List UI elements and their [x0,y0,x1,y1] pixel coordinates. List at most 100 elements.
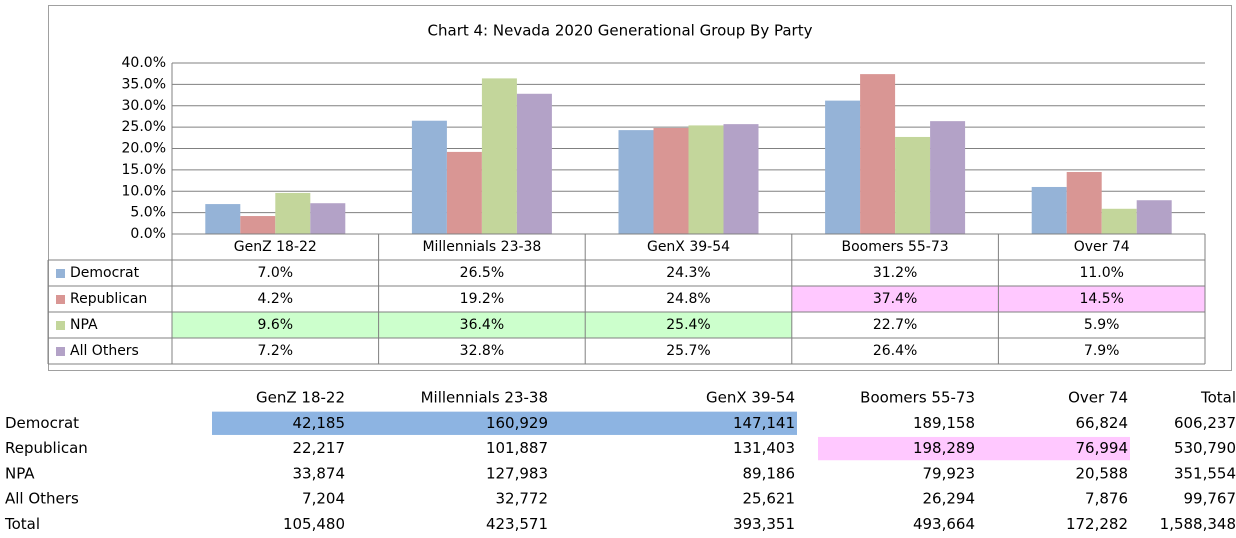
cell: 351,554 [1174,464,1236,482]
cell: 160,929 [486,414,548,432]
y-tick-label: 5.0% [130,205,166,221]
y-tick-label: 35.0% [122,76,166,92]
cell: 606,237 [1174,414,1236,432]
data-label: 37.4% [873,291,917,307]
data-label: 25.4% [666,317,710,333]
data-label: 5.9% [1084,317,1120,333]
x-tick-label: Millennials 23-38 [422,239,541,255]
cell: 189,158 [913,414,975,432]
bar [516,93,552,234]
cell: 20,588 [1076,464,1129,482]
cell: 172,282 [1066,515,1128,533]
cell: 22,217 [293,439,346,457]
cell: 7,204 [302,490,345,508]
column-header: Over 74 [1068,389,1128,407]
y-tick-label: 30.0% [122,98,166,114]
bar [481,78,517,234]
y-tick-label: 25.0% [122,119,166,135]
data-label: 24.3% [666,265,710,281]
cell: 26,294 [923,490,976,508]
cell: 131,403 [733,439,795,457]
cell-highlight [553,411,797,435]
data-label: 25.7% [666,343,710,359]
bar [205,204,241,234]
bar [860,74,896,235]
bar [825,100,861,235]
bar [618,130,654,234]
cell: 89,186 [743,464,796,482]
y-tick-label: 20.0% [122,141,166,157]
bar [723,124,759,234]
cell: 393,351 [733,515,795,533]
y-tick-label: 40.0% [122,55,166,71]
bar [411,120,447,234]
bar [688,125,724,234]
x-tick-label: GenZ 18-22 [234,239,317,255]
row-label: Democrat [5,414,79,432]
bar [653,127,689,234]
data-label: 7.9% [1084,343,1120,359]
data-label: 7.0% [258,265,294,281]
legend-label: All Others [70,343,139,359]
cell: 493,664 [913,515,975,533]
cell-highlight [978,436,1130,461]
cell: 198,289 [913,439,975,457]
cell: 66,824 [1076,414,1129,432]
legend-label: NPA [70,317,98,333]
cell-highlight [818,436,978,461]
legend-swatch [56,269,65,278]
data-label: 11.0% [1079,265,1123,281]
data-label: 9.6% [258,317,294,333]
data-label: 19.2% [460,291,504,307]
y-tick-label: 15.0% [122,162,166,178]
data-label: 26.4% [873,343,917,359]
data-label: 24.8% [666,291,710,307]
cell: 105,480 [283,515,345,533]
cell-highlight [350,411,553,435]
row-label: NPA [5,464,35,482]
cell-highlight [998,286,1205,312]
cell: 33,874 [293,464,346,482]
legend-label: Democrat [70,265,140,281]
cell: 7,876 [1085,490,1128,508]
data-label: 26.5% [460,265,504,281]
bar [275,192,311,234]
cell-highlight [172,312,379,338]
data-label: 4.2% [258,291,294,307]
column-header: Boomers 55-73 [860,389,975,407]
column-header: Total [1200,389,1236,407]
cell: 530,790 [1174,439,1236,457]
cell: 423,571 [486,515,548,533]
cell-highlight [585,312,792,338]
x-tick-label: Over 74 [1074,239,1130,255]
x-tick-label: Boomers 55-73 [842,239,949,255]
cell-highlight [378,312,586,338]
bar [240,216,276,234]
cell: 147,141 [733,414,795,432]
legend-swatch [56,295,65,304]
data-label: 31.2% [873,265,917,281]
bar [446,151,482,234]
y-tick-label: 10.0% [122,183,166,199]
data-label: 32.8% [460,343,504,359]
cell: 79,923 [923,464,976,482]
bar [1066,172,1102,234]
cell-highlight [212,411,350,435]
bar [930,121,966,234]
data-label: 7.2% [258,343,294,359]
column-header: GenX 39-54 [706,389,795,407]
row-label: Republican [5,439,88,457]
column-header: GenZ 18-22 [256,389,345,407]
row-label: Total [4,515,40,533]
chart-title: Chart 4: Nevada 2020 Generational Group … [428,22,813,40]
cell-highlight [791,286,999,312]
bar [1101,208,1137,234]
y-tick-label: 0.0% [130,226,166,242]
cell: 32,772 [496,490,549,508]
legend-label: Republican [70,291,147,307]
cell: 99,767 [1184,490,1236,508]
cell: 1,588,348 [1160,515,1236,533]
x-tick-label: GenX 39-54 [647,239,730,255]
